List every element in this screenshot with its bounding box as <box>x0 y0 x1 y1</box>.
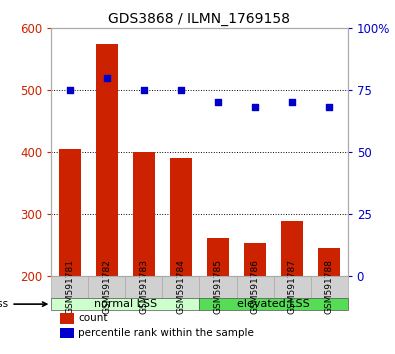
Point <box>289 100 295 105</box>
Text: stress: stress <box>0 299 47 309</box>
Text: normal LSS: normal LSS <box>94 299 157 309</box>
Bar <box>207 239 229 275</box>
Text: GSM591787: GSM591787 <box>288 259 297 314</box>
Bar <box>96 44 118 275</box>
Text: GSM591788: GSM591788 <box>325 259 334 314</box>
Point <box>178 87 184 93</box>
Point <box>215 100 221 105</box>
Bar <box>59 149 81 275</box>
Point <box>141 87 147 93</box>
Text: GSM591786: GSM591786 <box>250 259 260 314</box>
Text: elevated LSS: elevated LSS <box>237 299 310 309</box>
Text: GSM591785: GSM591785 <box>213 259 222 314</box>
FancyBboxPatch shape <box>274 275 310 298</box>
Point <box>67 87 73 93</box>
FancyBboxPatch shape <box>51 275 88 298</box>
FancyBboxPatch shape <box>162 275 199 298</box>
FancyBboxPatch shape <box>237 275 274 298</box>
FancyBboxPatch shape <box>199 298 348 310</box>
Text: percentile rank within the sample: percentile rank within the sample <box>78 328 254 338</box>
Bar <box>60 313 73 324</box>
FancyBboxPatch shape <box>199 275 237 298</box>
FancyBboxPatch shape <box>310 275 348 298</box>
Bar <box>281 221 303 275</box>
Title: GDS3868 / ILMN_1769158: GDS3868 / ILMN_1769158 <box>109 12 290 26</box>
Bar <box>170 158 192 275</box>
Text: GSM591781: GSM591781 <box>65 259 74 314</box>
Point <box>252 104 258 110</box>
Point <box>104 75 110 81</box>
FancyBboxPatch shape <box>51 298 199 310</box>
FancyBboxPatch shape <box>126 275 162 298</box>
Text: GSM591782: GSM591782 <box>102 259 111 314</box>
Text: GSM591783: GSM591783 <box>139 259 149 314</box>
Bar <box>60 328 73 338</box>
Bar <box>244 244 266 275</box>
FancyBboxPatch shape <box>88 275 126 298</box>
Point <box>326 104 332 110</box>
Text: GSM591784: GSM591784 <box>177 259 186 314</box>
Bar <box>318 248 340 275</box>
Text: count: count <box>78 314 107 324</box>
Bar <box>133 152 155 275</box>
